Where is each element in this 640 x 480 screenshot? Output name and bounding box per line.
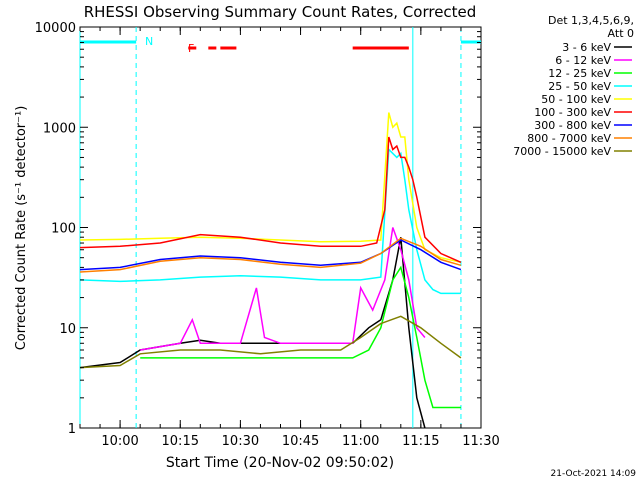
legend-header-line-2: Att 0: [608, 27, 634, 40]
legend-label-3: 25 - 50 keV: [548, 80, 611, 93]
y-tick-label-2: 100: [51, 222, 76, 237]
legend-label-0: 3 - 6 keV: [562, 41, 611, 54]
y-tick-label-3: 1000: [43, 121, 76, 136]
legend-label-1: 6 - 12 keV: [555, 54, 611, 67]
legend-label-4: 50 - 100 keV: [541, 93, 611, 106]
legend-label-7: 800 - 7000 keV: [527, 132, 611, 145]
chart-title: RHESSI Observing Summary Count Rates, Co…: [84, 3, 477, 21]
series-line-6-12-kev: [140, 227, 426, 351]
flare-label: F: [188, 42, 194, 55]
series-line-12-25-kev: [140, 265, 461, 409]
y-tick-label-4: 10000: [35, 21, 76, 36]
vertical-markers: [79, 27, 462, 428]
series-line-50-100-kev: [79, 112, 462, 264]
y-tick-label-1: 10: [59, 322, 76, 337]
y-axis-ticks: 1 10 100 1000 10000: [35, 21, 481, 437]
x-axis-ticks: 10:00 10:15 10:30 10:45 11:00 11:15 11:30: [79, 27, 500, 449]
series-lines: [79, 112, 462, 429]
annotation-bars: [80, 40, 481, 50]
x-tick-label-2: 10:30: [222, 434, 259, 449]
series-line-7000-15000-kev: [79, 315, 462, 369]
x-tick-label-1: 10:15: [162, 434, 199, 449]
legend-label-5: 100 - 300 keV: [534, 106, 611, 119]
y-tick-label-0: 1: [68, 422, 76, 437]
night-label: N: [145, 35, 153, 48]
plot-frame: [79, 26, 482, 429]
y-axis-label: Corrected Count Rate (s⁻¹ detector⁻¹): [14, 106, 29, 351]
x-tick-label-6: 11:30: [462, 434, 499, 449]
legend-label-6: 300 - 800 keV: [534, 119, 611, 132]
x-tick-label-3: 10:45: [282, 434, 319, 449]
plot-area: [79, 26, 482, 429]
legend-header-line-1: Det 1,3,4,5,6,9,: [548, 14, 634, 27]
legend-label-2: 12 - 25 keV: [548, 67, 611, 80]
series-line-800-7000-kev: [79, 237, 462, 273]
legend-label-8: 7000 - 15000 keV: [513, 145, 611, 158]
x-tick-label-0: 10:00: [101, 434, 138, 449]
x-tick-label-5: 11:15: [402, 434, 439, 449]
x-tick-label-4: 11:00: [342, 434, 379, 449]
series-line-300-800-kev: [79, 239, 462, 271]
x-axis-label: Start Time (20-Nov-02 09:50:02): [166, 455, 394, 471]
series-line-100-300-kev: [79, 136, 462, 263]
footer-date: 21-Oct-2021 14:09: [551, 469, 637, 479]
